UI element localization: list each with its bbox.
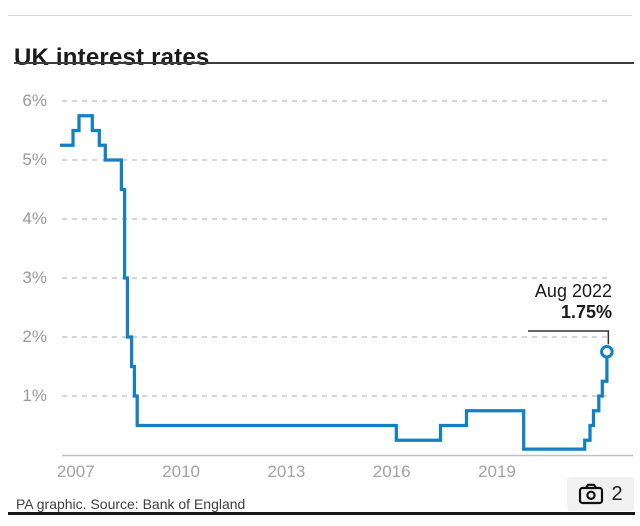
- top-divider: [8, 15, 632, 16]
- y-axis-label: 5%: [22, 150, 47, 169]
- x-axis-label: 2016: [372, 462, 411, 481]
- x-axis-label: 2013: [267, 462, 306, 481]
- x-axis-label: 2010: [162, 462, 200, 481]
- photo-count-badge[interactable]: 2: [567, 477, 634, 511]
- photo-count: 2: [611, 482, 623, 505]
- y-axis-label: 6%: [22, 91, 47, 110]
- annotation-value: 1.75%: [560, 302, 612, 322]
- annotation-date: Aug 2022: [534, 281, 612, 301]
- bottom-divider: [8, 512, 635, 515]
- y-axis-label: 2%: [22, 327, 47, 346]
- y-axis-label: 1%: [22, 386, 47, 405]
- title-underline: [14, 62, 634, 64]
- y-axis-label: 3%: [22, 268, 47, 287]
- x-axis-label: 2019: [478, 462, 516, 481]
- camera-icon: [579, 483, 604, 505]
- source-credit: PA graphic. Source: Bank of England: [16, 496, 246, 512]
- page-title: UK interest rates: [14, 44, 210, 72]
- endpoint-annotation: Aug 2022 1.75%: [535, 281, 612, 323]
- y-axis-label: 4%: [22, 209, 47, 228]
- x-axis-label: 2007: [56, 462, 95, 481]
